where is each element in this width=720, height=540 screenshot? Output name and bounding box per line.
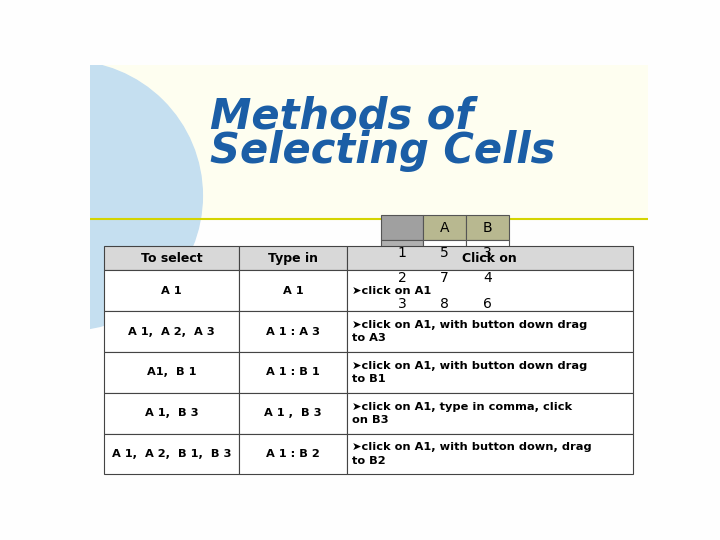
Bar: [104, 271, 239, 311]
Bar: [466, 215, 508, 240]
Text: 4: 4: [483, 272, 492, 286]
Bar: [239, 393, 347, 434]
Bar: [423, 291, 466, 316]
Text: B: B: [482, 221, 492, 235]
Text: ➤click on A1: ➤click on A1: [352, 286, 431, 296]
Circle shape: [0, 61, 202, 330]
Bar: [381, 240, 423, 266]
Text: A 1: A 1: [161, 286, 181, 296]
Bar: [466, 266, 508, 291]
Bar: [104, 311, 239, 352]
Text: A 1 ,  B 3: A 1 , B 3: [264, 408, 322, 418]
Text: A 1,  B 3: A 1, B 3: [145, 408, 198, 418]
Text: ➤click on A1, with button down drag
to A3: ➤click on A1, with button down drag to A…: [352, 320, 587, 343]
Bar: [347, 434, 632, 475]
Text: 3: 3: [483, 246, 492, 260]
Bar: [104, 352, 239, 393]
Text: A 1,  A 2,  B 1,  B 3: A 1, A 2, B 1, B 3: [112, 449, 231, 459]
Text: A 1 : A 3: A 1 : A 3: [266, 327, 320, 336]
Text: To select: To select: [140, 252, 202, 265]
Bar: [347, 311, 632, 352]
Bar: [466, 240, 508, 266]
Bar: [90, 65, 648, 219]
Bar: [104, 434, 239, 475]
Bar: [423, 240, 466, 266]
Bar: [466, 291, 508, 316]
Text: A 1 : B 1: A 1 : B 1: [266, 367, 320, 377]
Text: Selecting Cells: Selecting Cells: [210, 130, 556, 172]
Text: ➤click on A1, with button down drag
to B1: ➤click on A1, with button down drag to B…: [352, 361, 587, 384]
Bar: [347, 246, 632, 271]
Bar: [347, 352, 632, 393]
Bar: [423, 266, 466, 291]
Bar: [239, 271, 347, 311]
Text: ➤click on A1, with button down, drag
to B2: ➤click on A1, with button down, drag to …: [352, 442, 591, 465]
Text: 7: 7: [440, 272, 449, 286]
Text: 2: 2: [397, 272, 406, 286]
Text: 5: 5: [440, 246, 449, 260]
Bar: [239, 311, 347, 352]
Text: Click on: Click on: [462, 252, 517, 265]
Text: A 1 : B 2: A 1 : B 2: [266, 449, 320, 459]
Bar: [347, 271, 632, 311]
Bar: [381, 291, 423, 316]
Bar: [423, 215, 466, 240]
Text: A 1: A 1: [282, 286, 303, 296]
Text: 8: 8: [440, 297, 449, 311]
Text: A1,  B 1: A1, B 1: [147, 367, 196, 377]
Text: A: A: [440, 221, 449, 235]
Bar: [381, 266, 423, 291]
Bar: [347, 393, 632, 434]
Bar: [381, 215, 423, 240]
Text: 6: 6: [482, 297, 492, 311]
Bar: [239, 246, 347, 271]
Text: 1: 1: [397, 246, 406, 260]
Text: Methods of: Methods of: [210, 96, 474, 138]
Text: A 1,  A 2,  A 3: A 1, A 2, A 3: [128, 327, 215, 336]
Bar: [239, 434, 347, 475]
Text: 3: 3: [397, 297, 406, 311]
Bar: [239, 352, 347, 393]
Text: Type in: Type in: [268, 252, 318, 265]
Bar: [104, 393, 239, 434]
Text: ➤click on A1, type in comma, click
on B3: ➤click on A1, type in comma, click on B3: [352, 402, 572, 425]
Bar: [104, 246, 239, 271]
